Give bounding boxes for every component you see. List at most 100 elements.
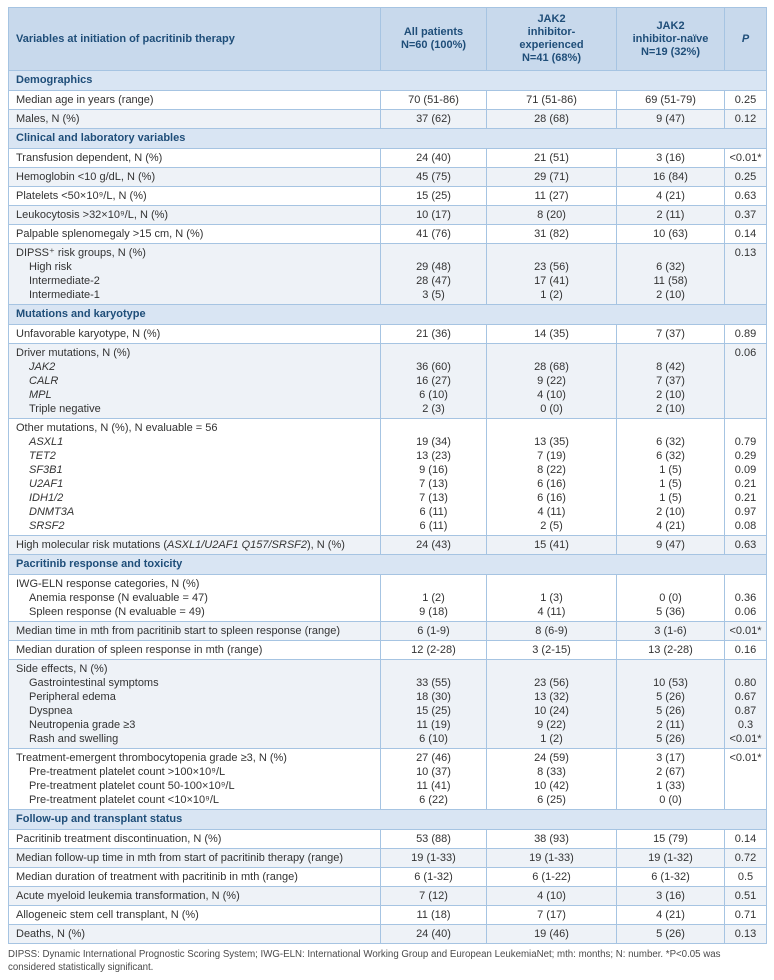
- row-label-line: TET2: [16, 449, 377, 463]
- p-value-line: 0.25: [734, 94, 757, 106]
- row-value-line: 16 (27): [416, 375, 451, 387]
- row-label-cell: Treatment-emergent thrombocytopenia grad…: [8, 748, 381, 810]
- label-text: Leukocytosis >32×10⁹/L, N (%): [16, 209, 169, 221]
- row-label-cell: Driver mutations, N (%) JAK2 CALR MPL Triple…: [8, 343, 381, 419]
- p-value-line: 0.71: [734, 909, 757, 921]
- label-text: Pre-treatment platelet count >100×10⁹/L: [29, 766, 226, 778]
- row-value-line: 27 (46): [416, 752, 451, 764]
- row-value-cell: 19 (1-33): [380, 848, 487, 868]
- row-value-line: 15 (79): [653, 833, 688, 845]
- row-value-line: 1 (33): [656, 780, 685, 792]
- p-value-line: 0.3: [737, 719, 754, 731]
- row-value-cell: 0 (0) 5 (36): [616, 574, 725, 622]
- row-p-value-cell: 0.06: [724, 343, 767, 419]
- label-text: Median duration of spleen response in mt…: [16, 644, 263, 656]
- p-value-line: 0.67: [734, 691, 757, 703]
- row-value-line: 2 (10): [656, 506, 685, 518]
- row-value-line: 1 (3): [540, 592, 563, 604]
- row-value-line: [490, 577, 613, 591]
- row-label-line: MPL: [16, 388, 377, 402]
- row-value-cell: 11 (27): [486, 186, 617, 206]
- row-value-line: 19 (34): [416, 436, 451, 448]
- row-value-line: 15 (25): [416, 190, 451, 202]
- p-value-line: 0.25: [734, 171, 757, 183]
- row-value-cell: 5 (26): [616, 924, 725, 944]
- row-value-line: 41 (76): [416, 228, 451, 240]
- label-text: Deaths, N (%): [16, 928, 86, 940]
- p-value-line: [728, 388, 763, 402]
- row-value-line: 31 (82): [534, 228, 569, 240]
- row-value-cell: 33 (55) 18 (30) 15 (25) 11 (19) 6 (10): [380, 659, 487, 749]
- row-p-value-cell: 0.12: [724, 109, 767, 129]
- table-row: Leukocytosis >32×10⁹/L, N (%) 10 (17) 8 (2…: [8, 205, 767, 225]
- p-value-line: 0.21: [734, 478, 757, 490]
- label-text: Side effects, N (%): [16, 663, 108, 675]
- table-row: Males, N (%) 37 (62) 28 (68) 9 (47) 0.12: [8, 109, 767, 129]
- row-value-line: 1 (5): [659, 478, 682, 490]
- row-p-value-cell: 0.5: [724, 867, 767, 887]
- row-label-line: IWG-ELN response categories, N (%): [16, 577, 377, 591]
- row-label-line: Rash and swelling: [16, 732, 377, 746]
- gene-name: SF3B1: [29, 464, 63, 476]
- row-value-line: 6 (32): [656, 450, 685, 462]
- row-value-cell: 15 (79): [616, 829, 725, 849]
- gene-name: SRSF2: [29, 520, 65, 532]
- row-label-line: Unfavorable karyotype, N (%): [16, 327, 377, 341]
- label-text: Allogeneic stem cell transplant, N (%): [16, 909, 199, 921]
- row-value-line: [490, 662, 613, 676]
- p-value-line: [728, 288, 763, 302]
- row-value-line: [620, 421, 721, 435]
- row-value-line: 2 (3): [422, 403, 445, 415]
- table-row: Median duration of treatment with pacrit…: [8, 867, 767, 887]
- p-value-line: 0.97: [734, 506, 757, 518]
- row-label-cell: Acute myeloid leukemia transformation, N…: [8, 886, 381, 906]
- row-value-cell: 1 (2) 9 (18): [380, 574, 487, 622]
- label-text: IWG-ELN response categories, N (%): [16, 578, 200, 590]
- row-value-cell: 10 (63): [616, 224, 725, 244]
- row-value-line: 13 (23): [416, 450, 451, 462]
- p-value-line: 0.06: [734, 606, 757, 618]
- row-p-value-cell: 0.14: [724, 224, 767, 244]
- row-label-cell: Median duration of treatment with pacrit…: [8, 867, 381, 887]
- section-title: Clinical and laboratory variables: [8, 128, 767, 149]
- row-value-cell: 6 (1-32): [616, 867, 725, 887]
- row-label-line: Median follow-up time in mth from start …: [16, 851, 377, 865]
- row-value-cell: 21 (51): [486, 148, 617, 168]
- label-text: Pre-treatment platelet count 50-100×10⁹/…: [29, 780, 235, 792]
- row-value-line: 24 (40): [416, 928, 451, 940]
- row-value-line: 6 (16): [537, 492, 566, 504]
- row-label-line: Deaths, N (%): [16, 927, 377, 941]
- row-value-cell: 31 (82): [486, 224, 617, 244]
- row-label-cell: Median duration of spleen response in mt…: [8, 640, 381, 660]
- row-value-line: 24 (40): [416, 152, 451, 164]
- label-text: High risk: [29, 261, 72, 273]
- row-label-cell: Unfavorable karyotype, N (%): [8, 324, 381, 344]
- p-value-line: [728, 402, 763, 416]
- row-value-line: 10 (42): [534, 780, 569, 792]
- row-label-cell: Median follow-up time in mth from start …: [8, 848, 381, 868]
- row-value-line: 7 (37): [656, 375, 685, 387]
- row-label-cell: Hemoglobin <10 g/dL, N (%): [8, 167, 381, 187]
- row-value-line: [490, 346, 613, 360]
- row-value-cell: 70 (51-86): [380, 90, 487, 110]
- row-value-line: 6 (11): [419, 506, 448, 518]
- row-value-line: 13 (2-28): [648, 644, 693, 656]
- p-value-line: [728, 779, 763, 793]
- row-value-line: 19 (1-33): [529, 852, 574, 864]
- p-value-line: 0.51: [734, 890, 757, 902]
- p-value-line: 0.13: [734, 928, 757, 940]
- row-value-line: 33 (55): [416, 677, 451, 689]
- row-p-value-cell: 0.72: [724, 848, 767, 868]
- row-value-line: 19 (1-33): [411, 852, 456, 864]
- table-row: Pacritinib treatment discontinuation, N …: [8, 829, 767, 849]
- row-label-line: Males, N (%): [16, 112, 377, 126]
- row-p-value-cell: 0.63: [724, 186, 767, 206]
- row-value-cell: 3 (2-15): [486, 640, 617, 660]
- p-value-line: 0.12: [734, 113, 757, 125]
- row-label-line: Driver mutations, N (%): [16, 346, 377, 360]
- row-value-line: 13 (35): [534, 436, 569, 448]
- row-value-line: [620, 577, 721, 591]
- row-label-line: Median duration of treatment with pacrit…: [16, 870, 377, 884]
- row-value-cell: 13 (35) 7 (19) 8 (22) 6 (16) 6 (16) 4 (11) 2 (…: [486, 418, 617, 536]
- row-value-cell: 37 (62): [380, 109, 487, 129]
